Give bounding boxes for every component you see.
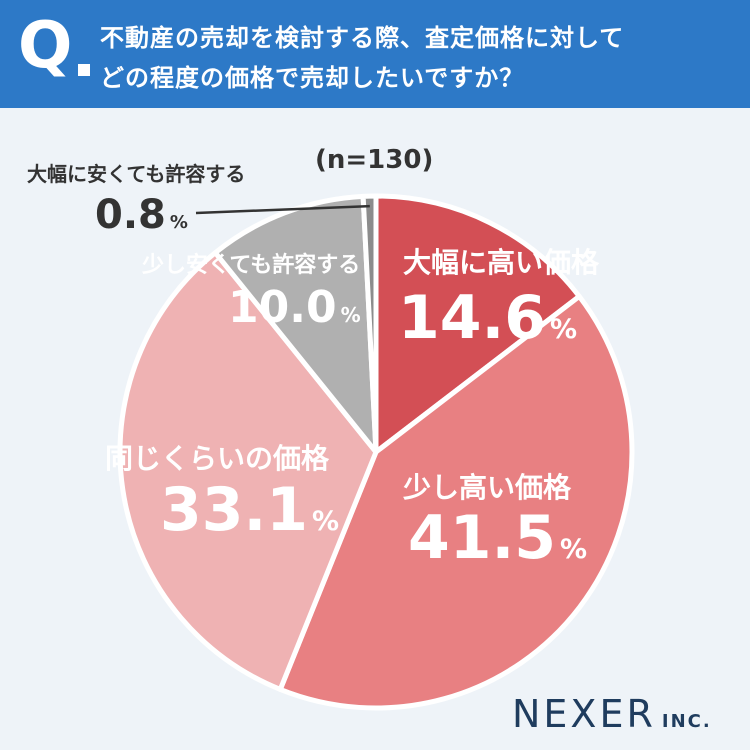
- slice-category-label: 大幅に高い価格: [403, 246, 600, 279]
- slice-category-label: 同じくらいの価格: [105, 442, 330, 475]
- slice-unit-label: %: [170, 212, 188, 233]
- pie-slice: [277, 293, 635, 711]
- brand-suffix: INC.: [661, 711, 712, 732]
- slice-unit-label: %: [312, 506, 339, 537]
- leader-line: [195, 204, 370, 215]
- question-text-line-1: 不動産の売却を検討する際、査定価格に対して: [100, 24, 625, 52]
- slice-unit-label: %: [550, 314, 577, 345]
- slice-category-label: 大幅に安くても許容する: [27, 162, 245, 186]
- slice-unit-label: %: [560, 534, 587, 565]
- slice-unit-label: %: [341, 303, 361, 327]
- slice-value-label: 0.8: [95, 192, 166, 238]
- slice-value-label: 10.0: [228, 282, 337, 333]
- slice-value-label: 14.6: [398, 283, 546, 353]
- pie-slices: [117, 193, 635, 711]
- pie-slice: [360, 193, 379, 455]
- slice-value-label: 33.1: [160, 475, 308, 545]
- pie-slice: [212, 193, 379, 455]
- pie-slice: [373, 193, 582, 455]
- brand-logo: NEXER INC.: [512, 692, 712, 736]
- question-mark-label: Q: [18, 9, 73, 83]
- brand-name: NEXER: [512, 692, 656, 736]
- question-dot-icon: [78, 64, 90, 76]
- slice-value-label: 41.5: [408, 503, 556, 573]
- sample-size-label: (n=130): [315, 145, 433, 175]
- slice-category-label: 少し安くても許容する: [141, 252, 360, 278]
- slice-category-label: 少し高い価格: [403, 471, 572, 504]
- question-text-line-2: どの程度の価格で売却したいですか？: [100, 64, 525, 92]
- pie-slice: [117, 250, 379, 692]
- question-banner: Q 不動産の売却を検討する際、査定価格に対して どの程度の価格で売却したいですか…: [0, 0, 750, 108]
